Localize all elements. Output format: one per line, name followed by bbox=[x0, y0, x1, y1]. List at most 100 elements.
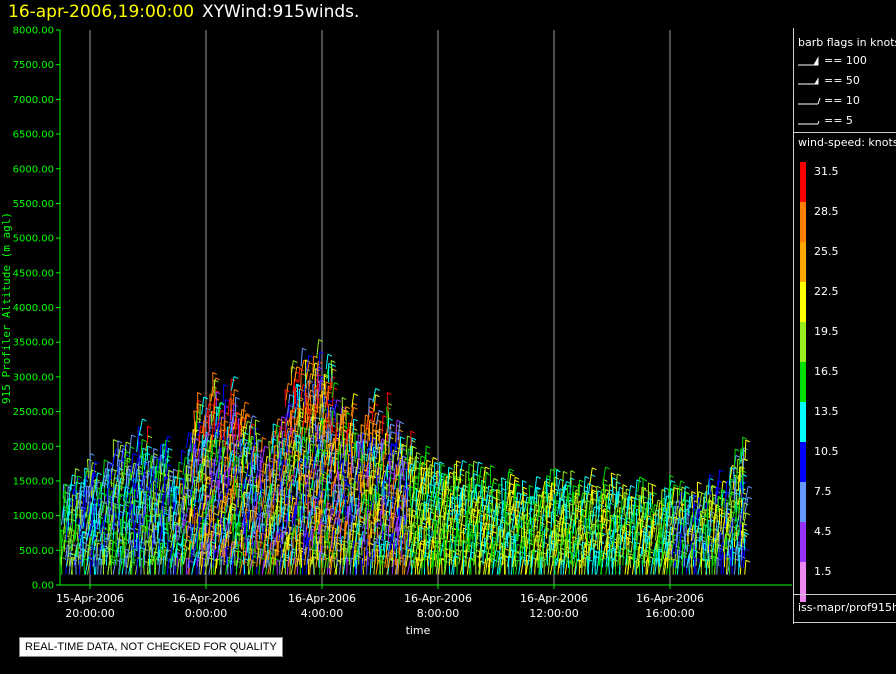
wind-barb bbox=[192, 429, 194, 444]
wind-barb bbox=[333, 484, 337, 502]
wind-barb bbox=[302, 455, 305, 475]
wind-barb bbox=[176, 558, 180, 575]
wind-barb bbox=[242, 402, 246, 419]
wind-barb bbox=[78, 523, 82, 540]
wind-barb bbox=[247, 515, 250, 532]
wind-barb bbox=[148, 515, 152, 530]
wind-barb bbox=[186, 432, 190, 448]
wind-barb bbox=[319, 519, 322, 534]
wind-barb bbox=[363, 547, 366, 568]
wind-barb bbox=[182, 497, 185, 518]
wind-barb bbox=[248, 510, 252, 530]
wind-barb bbox=[327, 529, 329, 546]
wind-barb bbox=[195, 477, 198, 498]
wind-barb-flag bbox=[439, 461, 445, 465]
wind-barb bbox=[265, 464, 268, 483]
wind-barb-flag bbox=[386, 392, 392, 395]
wind-barb bbox=[382, 452, 385, 472]
wind-barb bbox=[100, 559, 103, 575]
wind-barb bbox=[137, 426, 140, 446]
wind-barb bbox=[300, 494, 303, 510]
wind-barb bbox=[102, 459, 105, 478]
wind-barb bbox=[296, 385, 299, 401]
wind-barb bbox=[128, 434, 133, 454]
wind-barb bbox=[65, 522, 68, 540]
wind-barb-flag bbox=[176, 543, 182, 547]
wind-barb bbox=[267, 510, 269, 527]
wind-barb bbox=[280, 481, 283, 497]
wind-barb bbox=[230, 376, 235, 391]
wind-barb bbox=[277, 514, 279, 533]
wind-barb bbox=[308, 373, 311, 390]
wind-barb bbox=[324, 381, 327, 399]
wind-barb bbox=[319, 488, 323, 506]
wind-barb-flag bbox=[281, 526, 287, 530]
wind-barb bbox=[163, 439, 167, 455]
wind-barb-flag bbox=[225, 399, 230, 402]
wind-barb bbox=[145, 490, 148, 506]
wind-barb bbox=[349, 557, 352, 575]
wind-barb bbox=[450, 550, 453, 565]
wind-barb bbox=[287, 551, 292, 567]
wind-barb-flag bbox=[184, 456, 190, 460]
wind-barb-flag bbox=[147, 445, 152, 449]
wind-barb bbox=[313, 450, 317, 469]
wind-barb-flag bbox=[287, 382, 293, 386]
wind-barb bbox=[97, 510, 100, 528]
wind-barb bbox=[201, 440, 205, 455]
wind-barb bbox=[175, 525, 178, 542]
wind-barb bbox=[85, 485, 88, 503]
wind-barb bbox=[285, 383, 289, 401]
wind-barb bbox=[309, 463, 314, 479]
wind-barb bbox=[400, 535, 402, 551]
wind-barb-flag bbox=[210, 451, 216, 455]
wind-barb bbox=[143, 514, 146, 532]
wind-barb bbox=[98, 516, 101, 533]
wind-barb bbox=[123, 501, 127, 516]
wind-barb bbox=[279, 551, 283, 567]
wind-barb bbox=[316, 479, 319, 495]
wind-barb-flag bbox=[410, 430, 415, 434]
wind-barb-flag bbox=[233, 434, 239, 437]
wind-barb-flag bbox=[118, 467, 124, 471]
wind-barb bbox=[198, 487, 202, 503]
wind-barb bbox=[110, 495, 113, 515]
wind-barb bbox=[264, 456, 268, 475]
wind-barb bbox=[99, 493, 103, 509]
chart-title: 16-apr-2006,19:00:00 XYWind:915winds. bbox=[8, 2, 359, 22]
wind-barb bbox=[191, 476, 195, 490]
wind-barb bbox=[138, 442, 140, 462]
wind-barb-flag bbox=[287, 450, 292, 454]
wind-barb bbox=[314, 439, 317, 454]
wind-barb bbox=[317, 490, 320, 505]
wind-barb bbox=[189, 524, 193, 540]
wind-barb-flag bbox=[282, 430, 288, 434]
wind-barb-flag bbox=[378, 410, 384, 413]
wind-barb bbox=[204, 459, 207, 475]
wind-barb bbox=[206, 525, 211, 543]
wind-barb bbox=[111, 542, 114, 557]
wind-barb bbox=[395, 464, 398, 484]
wind-barb-flag bbox=[332, 368, 337, 372]
wind-barb-flag bbox=[215, 391, 221, 395]
wind-barb-flag bbox=[235, 411, 241, 415]
wind-barb bbox=[287, 528, 291, 544]
wind-barb bbox=[264, 550, 268, 568]
wind-barb bbox=[123, 451, 127, 469]
wind-barb bbox=[285, 458, 288, 474]
wind-barb bbox=[352, 541, 355, 558]
wind-barb bbox=[65, 558, 68, 575]
wind-barb bbox=[305, 362, 310, 381]
wind-barb-flag bbox=[203, 396, 208, 400]
wind-barb-flag bbox=[242, 470, 247, 474]
wind-barb bbox=[149, 455, 152, 474]
wind-barb-flag bbox=[72, 474, 77, 478]
wind-barb bbox=[255, 432, 258, 452]
wind-barb bbox=[76, 493, 81, 510]
wind-barb bbox=[158, 530, 162, 550]
wind-barb bbox=[131, 505, 134, 522]
wind-barb-flag bbox=[233, 540, 239, 544]
wind-barb-flag bbox=[253, 426, 259, 430]
wind-barb bbox=[201, 503, 205, 519]
wind-barb-flag bbox=[72, 513, 78, 517]
